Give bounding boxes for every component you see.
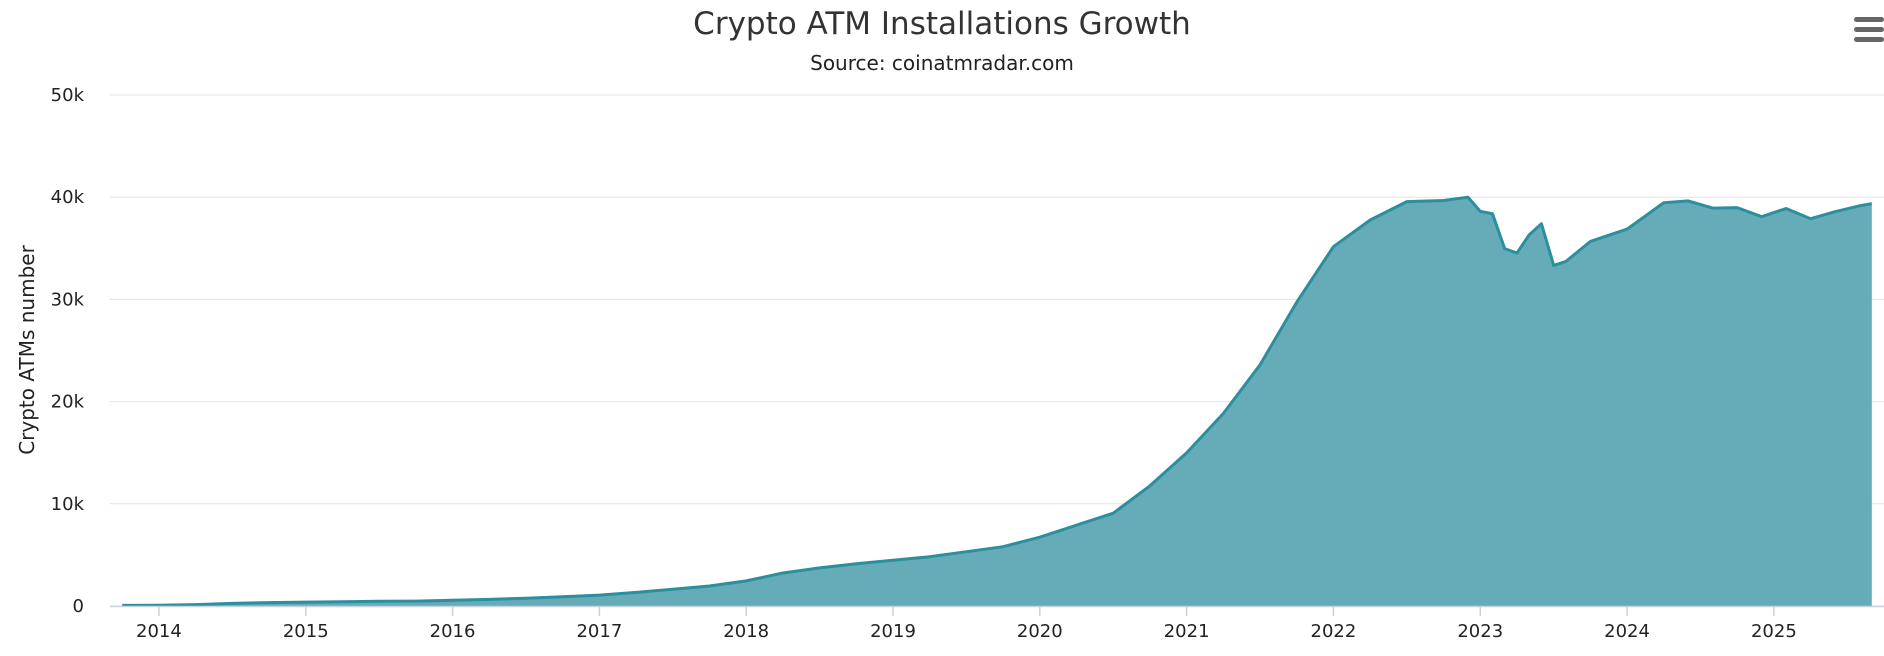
x-tick-label: 2015 xyxy=(283,621,329,642)
x-tick-label: 2024 xyxy=(1604,621,1650,642)
x-tick-label: 2017 xyxy=(576,621,622,642)
x-tick-label: 2019 xyxy=(870,621,916,642)
x-tick-label: 2016 xyxy=(430,621,476,642)
y-tick-label: 40k xyxy=(51,187,85,208)
hamburger-menu-icon[interactable] xyxy=(1854,17,1884,45)
y-tick-label: 50k xyxy=(51,85,85,106)
x-tick-label: 2021 xyxy=(1164,621,1210,642)
chart-subtitle: Source: coinatmradar.com xyxy=(810,51,1074,75)
x-tick-label: 2018 xyxy=(723,621,769,642)
x-tick-label: 2023 xyxy=(1457,621,1503,642)
x-tick-label: 2025 xyxy=(1751,621,1797,642)
x-tick-label: 2020 xyxy=(1017,621,1063,642)
y-tick-label: 20k xyxy=(51,392,85,413)
x-tick-label: 2014 xyxy=(136,621,182,642)
y-tick-label: 30k xyxy=(51,289,85,310)
y-axis-title: Crypto ATMs number xyxy=(15,244,39,454)
series-line xyxy=(122,195,1873,607)
x-tick-label: 2022 xyxy=(1311,621,1357,642)
y-tick-label: 0 xyxy=(73,596,84,617)
series-area xyxy=(122,197,1872,606)
y-tick-label: 10k xyxy=(51,494,85,515)
chart-title: Crypto ATM Installations Growth xyxy=(693,6,1191,42)
